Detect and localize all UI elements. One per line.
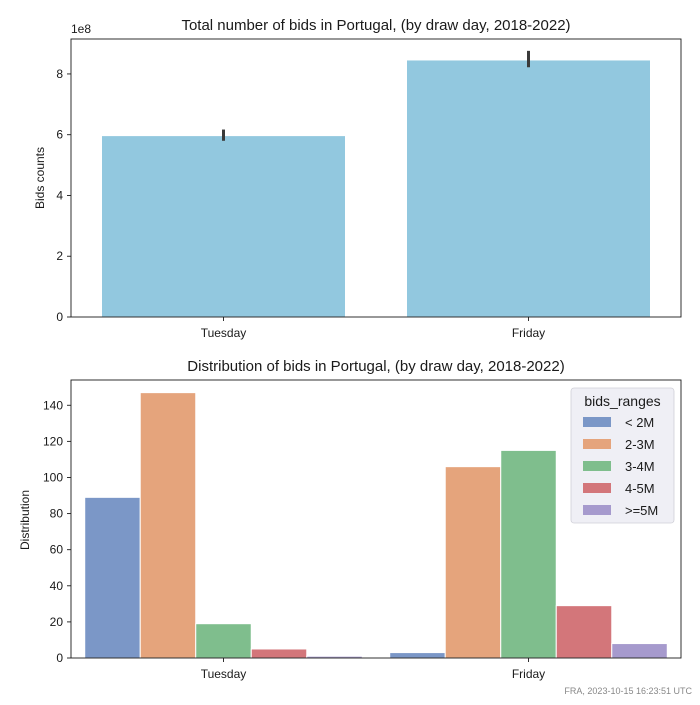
top-chart-scale-label: 1e8: [71, 22, 91, 36]
top-chart-title: Total number of bids in Portugal, (by dr…: [181, 17, 570, 34]
top-x-tick-label: Friday: [512, 326, 545, 340]
legend-title: bids_ranges: [584, 393, 660, 409]
top-chart-y-axis: 0 2 4 6 8: [56, 67, 71, 324]
legend-swatch-0: [583, 417, 611, 427]
bottom-chart-bars: [84, 392, 668, 659]
top-chart-ylabel: Bids counts: [33, 147, 47, 209]
bar-friday-series-0: [389, 652, 446, 659]
legend-swatch-4: [583, 505, 611, 515]
top-y-tick-label: 6: [56, 128, 63, 142]
bar-friday-series-2: [500, 449, 557, 659]
top-y-tick-label: 8: [56, 67, 63, 81]
bottom-chart-frame: [70, 379, 682, 659]
bottom-y-tick-label: 0: [56, 651, 63, 665]
top-chart-error-bars: [222, 50, 530, 141]
bottom-chart-y-axis: 0 20 40 60 80 100 120 140: [43, 398, 71, 665]
bottom-chart-ylabel: Distribution: [18, 490, 32, 550]
legend-entry-3: 4-5M: [625, 481, 655, 496]
bar-tuesday-series-1: [139, 392, 197, 659]
legend-entry-0: < 2M: [625, 415, 654, 430]
legend-entry-2: 3-4M: [625, 459, 655, 474]
top-chart-bars: [101, 59, 651, 318]
bottom-x-tick-label: Friday: [512, 667, 545, 681]
bottom-y-tick-label: 120: [43, 434, 63, 448]
top-bar-tuesday: [101, 135, 346, 318]
bottom-chart-title: Distribution of bids in Portugal, (by dr…: [187, 358, 564, 375]
bottom-chart: Distribution of bids in Portugal, (by dr…: [18, 358, 682, 681]
legend-entry-1: 2-3M: [625, 437, 655, 452]
bottom-y-tick-label: 100: [43, 470, 63, 484]
bottom-y-tick-label: 40: [50, 579, 64, 593]
bar-tuesday-series-0: [84, 496, 141, 659]
bottom-y-tick-label: 20: [50, 615, 64, 629]
bottom-x-tick-label: Tuesday: [201, 667, 247, 681]
legend-swatch-1: [583, 439, 611, 449]
bar-friday-series-4: [611, 643, 668, 659]
top-x-tick-label: Tuesday: [201, 326, 247, 340]
top-chart-x-axis: Tuesday Friday: [201, 317, 545, 340]
footer-timestamp: FRA, 2023-10-15 16:23:51 UTC: [564, 686, 692, 696]
legend: bids_ranges < 2M 2-3M 3-4M 4-5M >=5M: [570, 387, 675, 524]
bar-tuesday-series-2: [195, 623, 252, 659]
top-y-tick-label: 4: [56, 188, 63, 202]
bar-tuesday-series-3: [250, 648, 308, 659]
bottom-y-tick-label: 140: [43, 398, 63, 412]
bar-friday-series-3: [555, 605, 613, 659]
legend-swatch-2: [583, 461, 611, 471]
bottom-y-tick-label: 80: [50, 507, 64, 521]
legend-entry-4: >=5M: [625, 503, 658, 518]
top-y-tick-label: 0: [56, 310, 63, 324]
bar-friday-series-1: [444, 466, 502, 659]
top-bar-friday: [406, 59, 651, 318]
top-chart: Total number of bids in Portugal, (by dr…: [33, 17, 682, 340]
legend-swatch-3: [583, 483, 611, 493]
bottom-y-tick-label: 60: [50, 543, 64, 557]
bottom-chart-x-axis: Tuesday Friday: [201, 658, 545, 681]
top-chart-frame: [70, 38, 682, 318]
top-y-tick-label: 2: [56, 249, 63, 263]
